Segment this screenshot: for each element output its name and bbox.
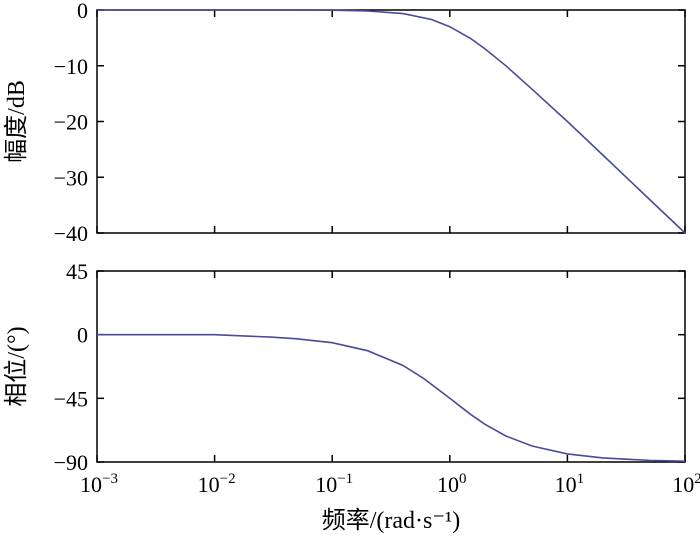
- y-tick-label: −20: [54, 110, 88, 135]
- phase-axes-frame: [96, 270, 686, 463]
- phase-panel: 45 0 −45 −90 相位/(°) 10−3 10−2 10−1 100 101 102 频率/(…: [3, 259, 700, 534]
- y-tick-label: −45: [54, 386, 88, 411]
- magnitude-series-line: [97, 9, 686, 234]
- y-tick-label: −10: [54, 54, 88, 79]
- x-tick-label: 101: [555, 471, 585, 497]
- phase-y-axis-label: 相位/(°): [3, 326, 30, 406]
- x-tick-label: 10−1: [315, 471, 353, 497]
- y-tick-label: −90: [54, 450, 88, 475]
- magnitude-axes-frame: [96, 9, 686, 234]
- y-tick-label: −30: [54, 165, 88, 190]
- y-tick-label: 0: [77, 0, 88, 23]
- y-tick-label: 45: [66, 259, 88, 284]
- x-axis-label: 频率/(rad·s⁻¹): [322, 507, 461, 534]
- y-tick-label: 0: [77, 323, 88, 348]
- x-tick-label: 10−2: [198, 471, 236, 497]
- x-tick-label: 10−3: [80, 471, 118, 497]
- phase-series-line: [97, 333, 686, 462]
- y-tick-label: −40: [54, 221, 88, 246]
- x-tick-label: 102: [672, 471, 700, 497]
- magnitude-panel: 0 −10 −20 −30 −40 幅度/dB: [3, 0, 686, 246]
- magnitude-y-axis-label: 幅度/dB: [3, 80, 30, 163]
- x-tick-label: 100: [437, 471, 467, 497]
